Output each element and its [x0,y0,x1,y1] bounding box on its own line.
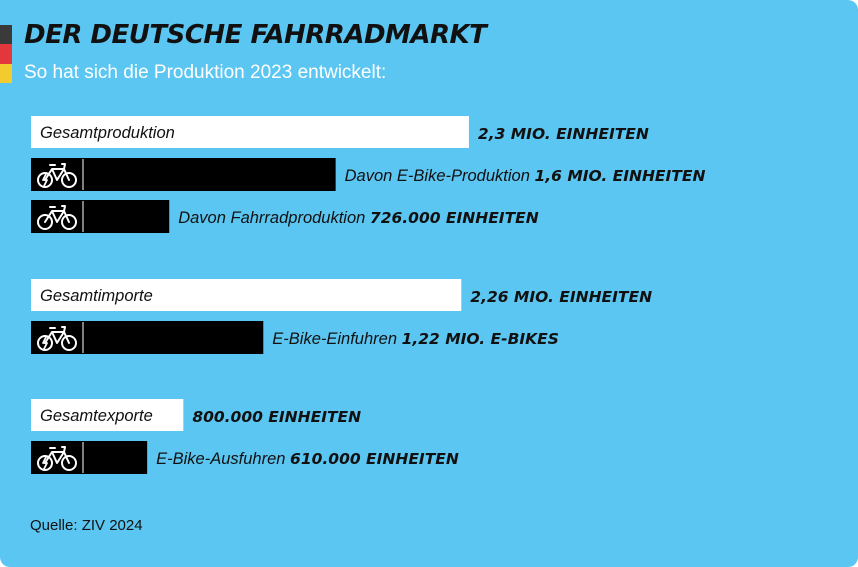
bar-sub-label: Davon E-Bike-Produktion 1,6 MIO. EINHEIT… [345,167,706,185]
bar-sub-label: E-Bike-Ausfuhren 610.000 EINHEITEN [156,450,459,468]
bar-total-value-label: 2,26 MIO. EINHEITEN [470,288,652,306]
bar-sub-label: E-Bike-Einfuhren 1,22 MIO. E-BIKES [272,330,559,348]
chart-title: DER DEUTSCHE FAHRRADMARKT [24,20,487,50]
e-bike-icon [37,163,77,188]
bar-total-label: Gesamtimporte [40,287,153,305]
bicycle-icon [37,205,77,230]
chart-subtitle: So hat sich die Produktion 2023 entwicke… [24,62,387,83]
bar-sub [31,321,264,354]
bar-total [31,116,469,148]
bar-total-value-label: 2,3 MIO. EINHEITEN [478,125,649,143]
bar-total [31,279,462,311]
bar-sub [31,200,170,233]
flag-gold-stripe [0,63,12,83]
e-bike-icon [37,326,77,351]
flag-black-stripe [0,25,12,45]
flag-red-stripe [0,44,12,64]
e-bike-icon [37,446,77,471]
bar-total-value-label: 800.000 EINHEITEN [192,408,361,426]
bar-total-label: Gesamtproduktion [40,124,175,142]
bar-total-label: Gesamtexporte [40,407,153,425]
bar-sub-label: Davon Fahrradproduktion 726.000 EINHEITE… [178,209,539,227]
german-flag-stripe [0,25,12,83]
bar-sub [31,158,336,191]
bar-total [31,399,184,431]
source-note: Quelle: ZIV 2024 [30,517,143,534]
